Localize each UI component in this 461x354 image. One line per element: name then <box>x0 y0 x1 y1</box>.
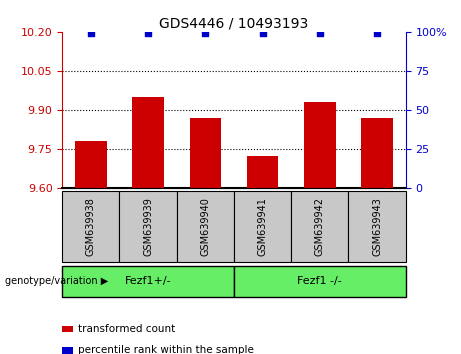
Text: GSM639939: GSM639939 <box>143 197 153 256</box>
Point <box>373 30 381 36</box>
Bar <box>234 266 406 297</box>
Text: GSM639943: GSM639943 <box>372 197 382 256</box>
Point <box>87 30 95 36</box>
Point <box>201 30 209 36</box>
Bar <box>291 191 349 262</box>
Bar <box>349 191 406 262</box>
Text: percentile rank within the sample: percentile rank within the sample <box>77 346 254 354</box>
Text: GSM639938: GSM639938 <box>86 197 96 256</box>
Text: GSM639942: GSM639942 <box>315 197 325 256</box>
Title: GDS4446 / 10493193: GDS4446 / 10493193 <box>160 17 308 31</box>
Text: GSM639940: GSM639940 <box>201 197 210 256</box>
Bar <box>361 118 393 188</box>
Bar <box>62 191 119 262</box>
Bar <box>132 97 164 188</box>
Text: genotype/variation ▶: genotype/variation ▶ <box>5 276 108 286</box>
Text: GSM639941: GSM639941 <box>258 197 267 256</box>
Bar <box>177 191 234 262</box>
Bar <box>62 266 234 297</box>
Bar <box>247 156 278 188</box>
Bar <box>304 102 336 188</box>
Point <box>316 30 324 36</box>
Text: transformed count: transformed count <box>77 324 175 334</box>
Bar <box>75 141 106 188</box>
Point <box>144 30 152 36</box>
Bar <box>119 191 177 262</box>
Bar <box>234 191 291 262</box>
Text: Fezf1 -/-: Fezf1 -/- <box>297 276 342 286</box>
Text: Fezf1+/-: Fezf1+/- <box>125 276 171 286</box>
Point <box>259 30 266 36</box>
Bar <box>189 118 221 188</box>
